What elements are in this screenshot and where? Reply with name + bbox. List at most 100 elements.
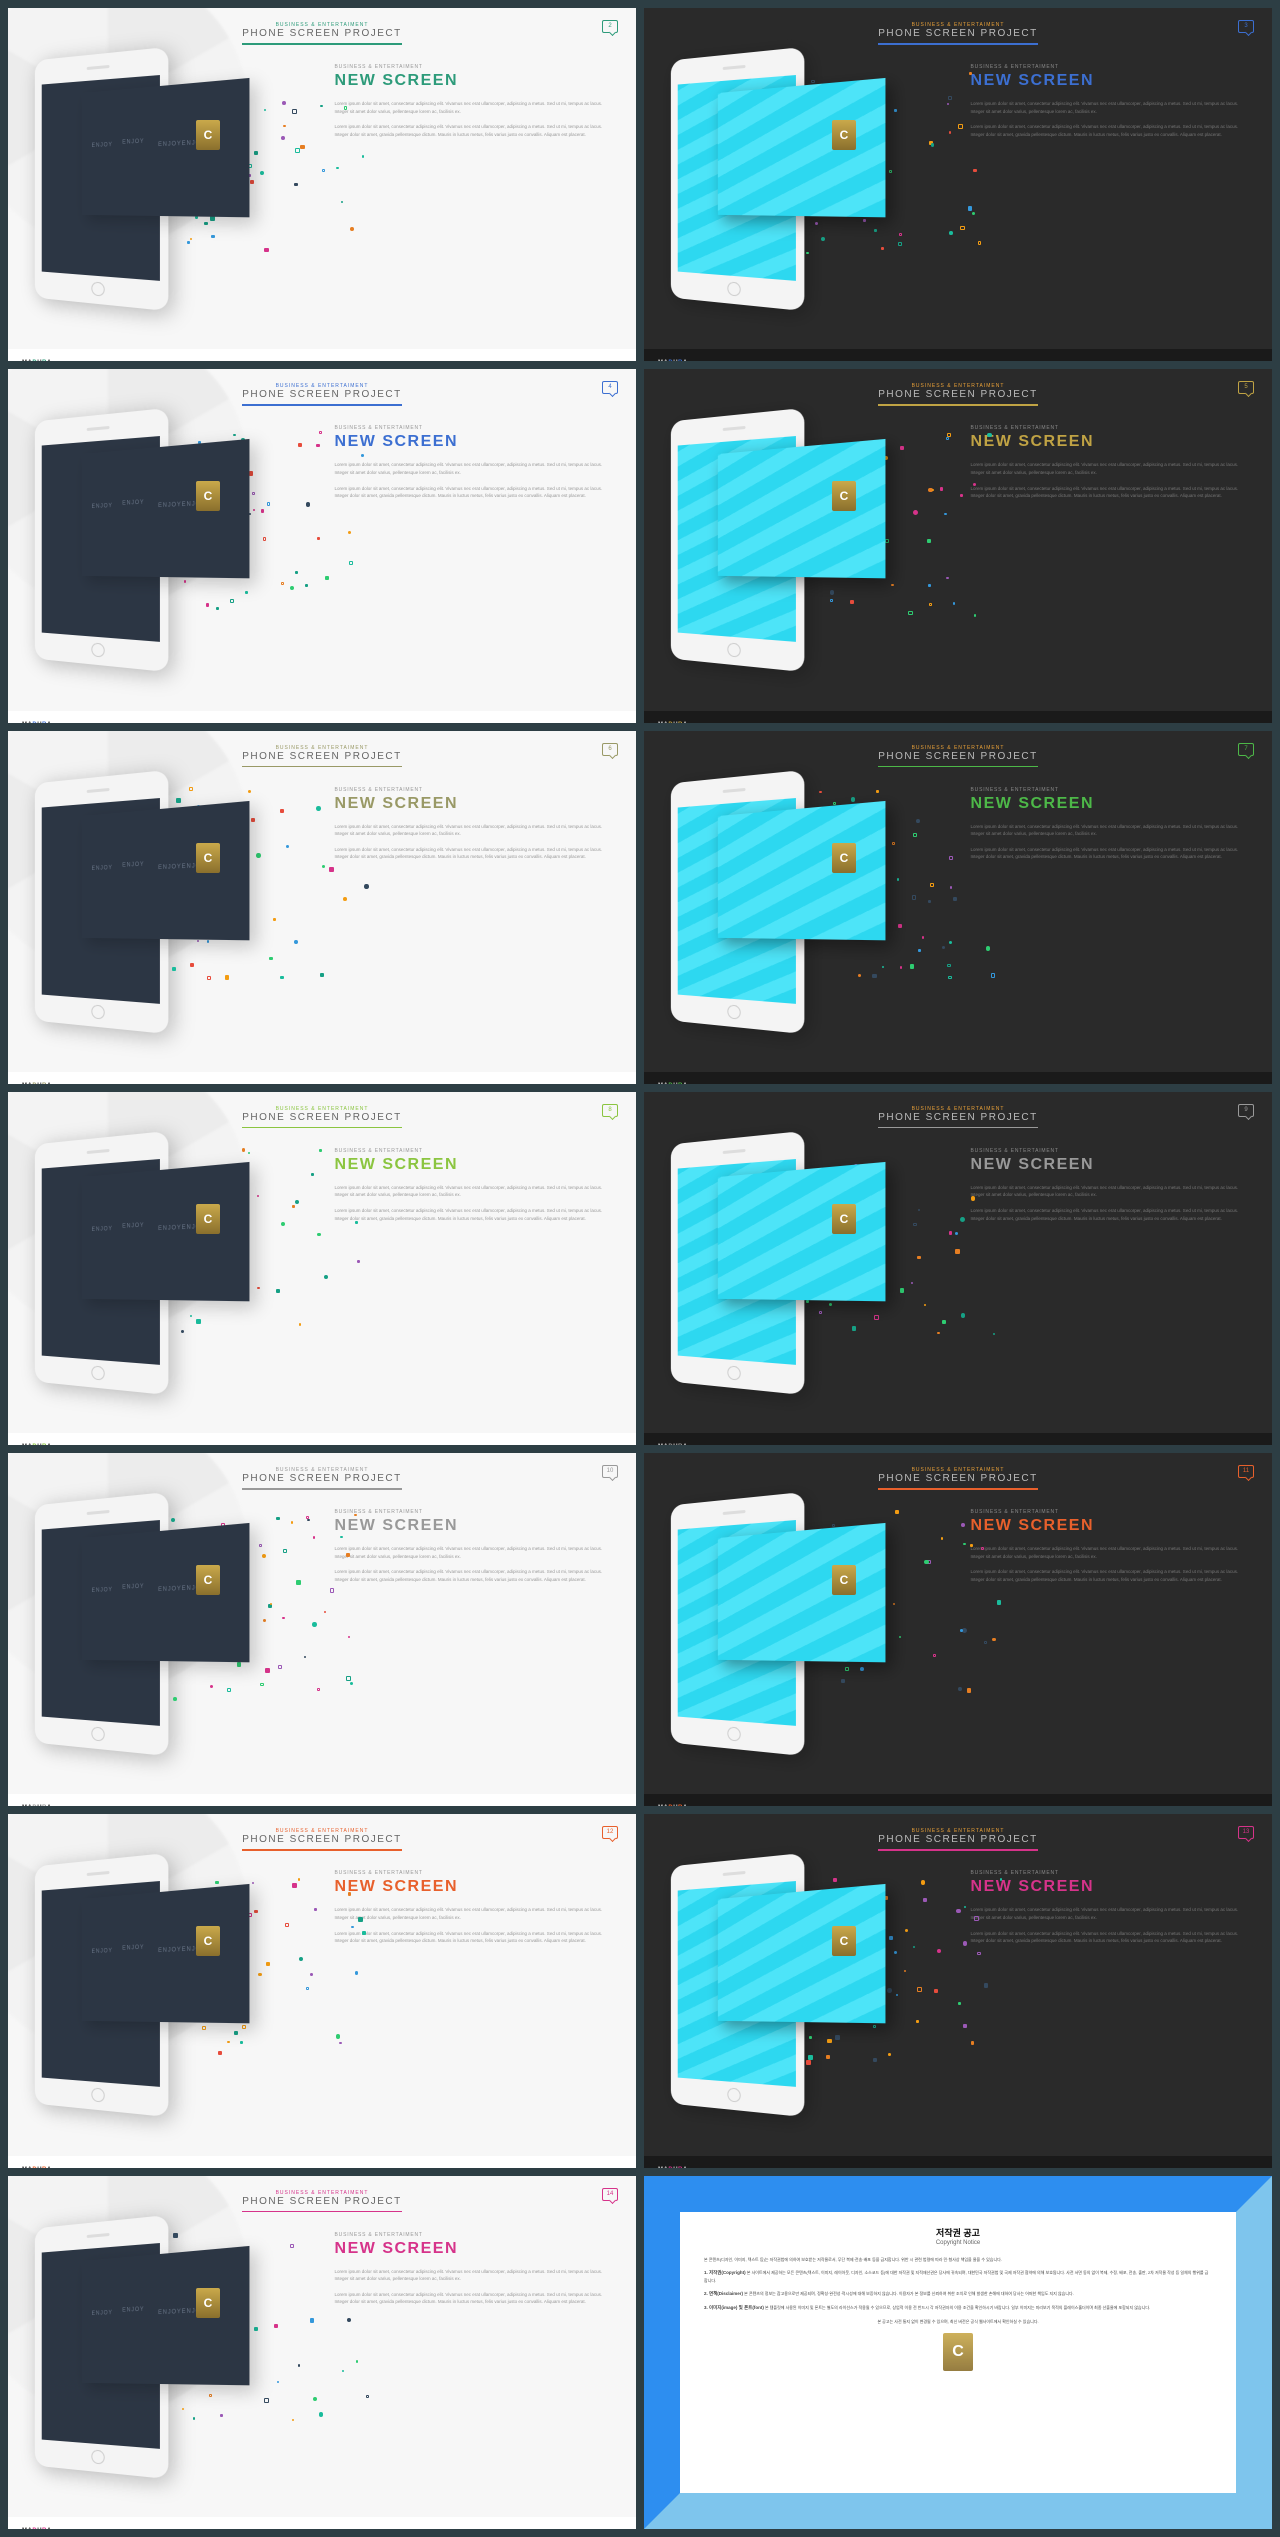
slide-header: BUSINESS & ENTERTAIMENT PHONE SCREEN PRO… (8, 1814, 636, 1851)
content-subtitle: BUSINESS & ENTERTAIMENT (335, 1870, 616, 1876)
paragraph-1: Lorem ipsum dolor sit amet, consectetur … (971, 1184, 1252, 1199)
header-title: PHONE SCREEN PROJECT (644, 1112, 1272, 1123)
footer-logo: MADURA (22, 1083, 52, 1084)
text-area: BUSINESS & ENTERTAIMENT NEW SCREEN Lorem… (971, 1128, 1272, 1433)
content-subtitle: BUSINESS & ENTERTAIMENT (335, 64, 616, 70)
paragraph-2: Lorem ipsum dolor sit amet, consectetur … (335, 1568, 616, 1583)
content-heading: NEW SCREEN (335, 1517, 616, 1535)
paragraph-2: Lorem ipsum dolor sit amet, consectetur … (971, 123, 1252, 138)
logo-badge: C (832, 1204, 856, 1234)
phone-area: ENJOY ENJOY ENJOYENJOY C (8, 767, 335, 1072)
content-heading: NEW SCREEN (971, 1878, 1252, 1896)
copyright-subtitle: Copyright Notice (704, 2240, 1212, 2246)
logo-badge: C (832, 1565, 856, 1595)
paragraph-2: Lorem ipsum dolor sit amet, consectetur … (971, 1207, 1252, 1222)
content-heading: NEW SCREEN (335, 1156, 616, 1174)
header-title: PHONE SCREEN PROJECT (8, 389, 636, 400)
slide-header: BUSINESS & ENTERTAIMENT PHONE SCREEN PRO… (8, 8, 636, 45)
paragraph-2: Lorem ipsum dolor sit amet, consectetur … (335, 1207, 616, 1222)
slide-footer: MADURA (644, 2156, 1272, 2168)
text-area: BUSINESS & ENTERTAIMENT NEW SCREEN Lorem… (335, 767, 636, 1072)
footer-logo: MADURA (658, 722, 688, 723)
phone-area: ENJOY ENJOY ENJOYENJOY C (644, 1128, 971, 1433)
header-title: PHONE SCREEN PROJECT (644, 28, 1272, 39)
content-subtitle: BUSINESS & ENTERTAIMENT (335, 1148, 616, 1154)
text-area: BUSINESS & ENTERTAIMENT NEW SCREEN Lorem… (335, 1489, 636, 1794)
paragraph-1: Lorem ipsum dolor sit amet, consectetur … (335, 100, 616, 115)
content-heading: NEW SCREEN (971, 433, 1252, 451)
slide-footer: MADURA (8, 2517, 636, 2529)
paragraph-2: Lorem ipsum dolor sit amet, consectetur … (971, 1568, 1252, 1583)
text-area: BUSINESS & ENTERTAIMENT NEW SCREEN Lorem… (335, 1128, 636, 1433)
floating-screen: ENJOY ENJOY ENJOYENJOY (718, 800, 886, 939)
paragraph-2: Lorem ipsum dolor sit amet, consectetur … (335, 846, 616, 861)
floating-screen: ENJOY ENJOY ENJOYENJOY (718, 1884, 886, 2023)
paragraph-1: Lorem ipsum dolor sit amet, consectetur … (971, 461, 1252, 476)
slide-header: BUSINESS & ENTERTAIMENT PHONE SCREEN PRO… (644, 1814, 1272, 1851)
paragraph-1: Lorem ipsum dolor sit amet, consectetur … (971, 823, 1252, 838)
floating-screen: ENJOY ENJOY ENJOYENJOY (82, 800, 250, 939)
slide-footer: MADURA (8, 349, 636, 361)
header-title: PHONE SCREEN PROJECT (8, 2196, 636, 2207)
phone-area: ENJOY ENJOY ENJOYENJOY C (8, 1128, 335, 1433)
content-heading: NEW SCREEN (335, 2240, 616, 2258)
text-area: BUSINESS & ENTERTAIMENT NEW SCREEN Lorem… (971, 405, 1272, 710)
phone-area: ENJOY ENJOY ENJOYENJOY C (644, 767, 971, 1072)
logo-badge: C (196, 1565, 220, 1595)
phone-area: ENJOY ENJOY ENJOYENJOY C (644, 1850, 971, 2155)
paragraph-1: Lorem ipsum dolor sit amet, consectetur … (335, 1545, 616, 1560)
slide-footer: MADURA (8, 2156, 636, 2168)
slide-14: BUSINESS & ENTERTAIMENT PHONE SCREEN PRO… (8, 2176, 636, 2529)
footer-logo: MADURA (22, 2528, 52, 2529)
header-title: PHONE SCREEN PROJECT (644, 751, 1272, 762)
header-title: PHONE SCREEN PROJECT (8, 751, 636, 762)
slide-footer: MADURA (8, 1072, 636, 1084)
phone-area: ENJOY ENJOY ENJOYENJOY C (644, 44, 971, 349)
paragraph-1: Lorem ipsum dolor sit amet, consectetur … (335, 2268, 616, 2283)
content-heading: NEW SCREEN (335, 72, 616, 90)
paragraph-1: Lorem ipsum dolor sit amet, consectetur … (335, 1906, 616, 1921)
slide-5: BUSINESS & ENTERTAIMENT PHONE SCREEN PRO… (644, 369, 1272, 722)
content-heading: NEW SCREEN (335, 433, 616, 451)
content-subtitle: BUSINESS & ENTERTAIMENT (971, 64, 1252, 70)
phone-area: ENJOY ENJOY ENJOYENJOY C (8, 44, 335, 349)
phone-area: ENJOY ENJOY ENJOYENJOY C (8, 2212, 335, 2517)
copyright-title: 저작권 공고 (704, 2226, 1212, 2239)
floating-screen: ENJOY ENJOY ENJOYENJOY (82, 78, 250, 217)
footer-logo: MADURA (658, 1444, 688, 1445)
content-heading: NEW SCREEN (971, 795, 1252, 813)
content-subtitle: BUSINESS & ENTERTAIMENT (971, 787, 1252, 793)
text-area: BUSINESS & ENTERTAIMENT NEW SCREEN Lorem… (335, 405, 636, 710)
footer-logo: MADURA (22, 1444, 52, 1445)
text-area: BUSINESS & ENTERTAIMENT NEW SCREEN Lorem… (971, 1489, 1272, 1794)
slide-header: BUSINESS & ENTERTAIMENT PHONE SCREEN PRO… (644, 369, 1272, 406)
floating-screen: ENJOY ENJOY ENJOYENJOY (82, 1162, 250, 1301)
text-area: BUSINESS & ENTERTAIMENT NEW SCREEN Lorem… (971, 1850, 1272, 2155)
content-heading: NEW SCREEN (971, 72, 1252, 90)
paragraph-1: Lorem ipsum dolor sit amet, consectetur … (971, 1545, 1252, 1560)
slide-header: BUSINESS & ENTERTAIMENT PHONE SCREEN PRO… (644, 1092, 1272, 1129)
copyright-logo: C (943, 2333, 973, 2371)
footer-logo: MADURA (658, 1083, 688, 1084)
content-subtitle: BUSINESS & ENTERTAIMENT (335, 2232, 616, 2238)
footer-logo: MADURA (22, 722, 52, 723)
slide-header: BUSINESS & ENTERTAIMENT PHONE SCREEN PRO… (644, 8, 1272, 45)
slide-6: BUSINESS & ENTERTAIMENT PHONE SCREEN PRO… (8, 731, 636, 1084)
phone-area: ENJOY ENJOY ENJOYENJOY C (8, 1850, 335, 2155)
slide-header: BUSINESS & ENTERTAIMENT PHONE SCREEN PRO… (8, 369, 636, 406)
slide-9: BUSINESS & ENTERTAIMENT PHONE SCREEN PRO… (644, 1092, 1272, 1445)
floating-screen: ENJOY ENJOY ENJOYENJOY (718, 1523, 886, 1662)
footer-logo: MADURA (22, 2167, 52, 2168)
paragraph-2: Lorem ipsum dolor sit amet, consectetur … (335, 485, 616, 500)
slide-header: BUSINESS & ENTERTAIMENT PHONE SCREEN PRO… (644, 1453, 1272, 1490)
header-title: PHONE SCREEN PROJECT (644, 1473, 1272, 1484)
paragraph-1: Lorem ipsum dolor sit amet, consectetur … (335, 461, 616, 476)
phone-area: ENJOY ENJOY ENJOYENJOY C (8, 405, 335, 710)
logo-badge: C (832, 120, 856, 150)
paragraph-1: Lorem ipsum dolor sit amet, consectetur … (335, 1184, 616, 1199)
slide-footer: MADURA (644, 1794, 1272, 1806)
paragraph-1: Lorem ipsum dolor sit amet, consectetur … (971, 100, 1252, 115)
logo-badge: C (196, 1204, 220, 1234)
slide-8: BUSINESS & ENTERTAIMENT PHONE SCREEN PRO… (8, 1092, 636, 1445)
slide-2: BUSINESS & ENTERTAIMENT PHONE SCREEN PRO… (8, 8, 636, 361)
